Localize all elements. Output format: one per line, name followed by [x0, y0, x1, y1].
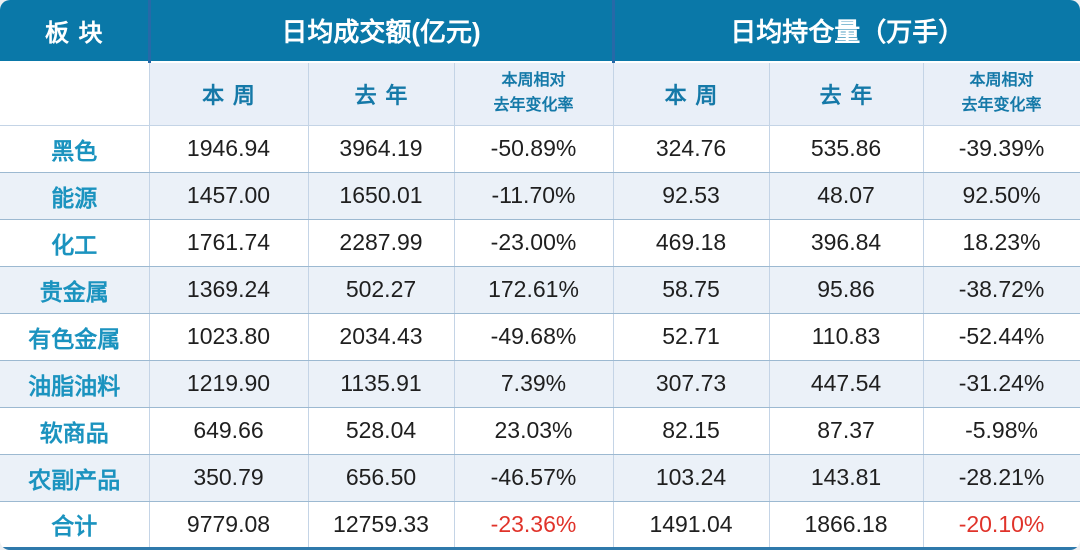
- turnover-week-cell: 1761.74: [148, 218, 309, 267]
- turnover-change-cell: -23.00%: [453, 218, 614, 267]
- turnover-lastyear-cell: 1135.91: [307, 359, 455, 408]
- oi-change-cell: -20.10%: [922, 500, 1080, 550]
- table-body: 黑色 1946.94 3964.19 -50.89% 324.76 535.86…: [0, 124, 1080, 550]
- oi-week-cell: 103.24: [612, 453, 770, 502]
- turnover-change-cell: -49.68%: [453, 312, 614, 361]
- turnover-change-cell: -11.70%: [453, 171, 614, 220]
- sector-label: 黑色: [0, 124, 150, 173]
- turnover-change-cell: 7.39%: [453, 359, 614, 408]
- sector-label: 能源: [0, 171, 150, 220]
- col-header-oi-week: 本周: [612, 62, 770, 126]
- turnover-change-cell: -23.36%: [453, 500, 614, 550]
- sector-label: 软商品: [0, 406, 150, 455]
- oi-change-cell: 92.50%: [922, 171, 1080, 220]
- turnover-lastyear-cell: 2287.99: [307, 218, 455, 267]
- table-row: 化工 1761.74 2287.99 -23.00% 469.18 396.84…: [0, 218, 1080, 267]
- group-header-open-interest: 日均持仓量（万手）: [611, 0, 1080, 63]
- turnover-change-cell: 23.03%: [453, 406, 614, 455]
- turnover-lastyear-cell: 528.04: [307, 406, 455, 455]
- turnover-change-cell: 172.61%: [453, 265, 614, 314]
- col-header-oi-lastyear: 去年: [768, 62, 924, 126]
- column-header-row: 本周 去年 本周相对 去年变化率 本周 去年 本周相对 去年变化率: [0, 62, 1080, 126]
- turnover-lastyear-cell: 502.27: [307, 265, 455, 314]
- oi-lastyear-cell: 87.37: [768, 406, 924, 455]
- oi-lastyear-cell: 48.07: [768, 171, 924, 220]
- sector-label: 农副产品: [0, 453, 150, 502]
- oi-change-cell: 18.23%: [922, 218, 1080, 267]
- sector-label: 合计: [0, 500, 150, 550]
- table-row: 贵金属 1369.24 502.27 172.61% 58.75 95.86 -…: [0, 265, 1080, 314]
- turnover-lastyear-cell: 656.50: [307, 453, 455, 502]
- corner-header-sector: 板块: [0, 0, 149, 63]
- oi-week-cell: 58.75: [612, 265, 770, 314]
- change-header-line1: 本周相对: [501, 71, 566, 89]
- turnover-week-cell: 350.79: [148, 453, 309, 502]
- oi-lastyear-cell: 1866.18: [768, 500, 924, 550]
- col-header-oi-change: 本周相对 去年变化率: [922, 62, 1080, 126]
- oi-change-cell: -38.72%: [922, 265, 1080, 314]
- turnover-week-cell: 1946.94: [148, 124, 309, 173]
- sector-label: 化工: [0, 218, 150, 267]
- oi-change-cell: -39.39%: [922, 124, 1080, 173]
- oi-week-cell: 469.18: [612, 218, 770, 267]
- turnover-week-cell: 1023.80: [148, 312, 309, 361]
- change-header-line1: 本周相对: [969, 71, 1034, 89]
- group-header-row: 板块 日均成交额(亿元) 日均持仓量（万手）: [0, 0, 1080, 63]
- col-header-turnover-change: 本周相对 去年变化率: [453, 62, 614, 126]
- table-row: 软商品 649.66 528.04 23.03% 82.15 87.37 -5.…: [0, 406, 1080, 455]
- table-row: 黑色 1946.94 3964.19 -50.89% 324.76 535.86…: [0, 124, 1080, 173]
- turnover-lastyear-cell: 3964.19: [307, 124, 455, 173]
- turnover-lastyear-cell: 2034.43: [307, 312, 455, 361]
- oi-change-cell: -28.21%: [922, 453, 1080, 502]
- turnover-change-cell: -46.57%: [453, 453, 614, 502]
- change-header-line2: 去年变化率: [961, 96, 1042, 114]
- oi-change-cell: -31.24%: [922, 359, 1080, 408]
- turnover-week-cell: 649.66: [148, 406, 309, 455]
- oi-lastyear-cell: 396.84: [768, 218, 924, 267]
- turnover-lastyear-cell: 1650.01: [307, 171, 455, 220]
- table-row: 油脂油料 1219.90 1135.91 7.39% 307.73 447.54…: [0, 359, 1080, 408]
- sector-label: 有色金属: [0, 312, 150, 361]
- oi-week-cell: 52.71: [612, 312, 770, 361]
- oi-lastyear-cell: 95.86: [768, 265, 924, 314]
- oi-week-cell: 307.73: [612, 359, 770, 408]
- table-row: 能源 1457.00 1650.01 -11.70% 92.53 48.07 9…: [0, 171, 1080, 220]
- table-row: 农副产品 350.79 656.50 -46.57% 103.24 143.81…: [0, 453, 1080, 502]
- group-header-turnover: 日均成交额(亿元): [147, 0, 614, 63]
- turnover-week-cell: 9779.08: [148, 500, 309, 550]
- col-header-turnover-lastyear: 去年: [307, 62, 455, 126]
- sector-label: 油脂油料: [0, 359, 150, 408]
- table-row: 合计 9779.08 12759.33 -23.36% 1491.04 1866…: [0, 500, 1080, 550]
- change-header-line2: 去年变化率: [493, 96, 574, 114]
- oi-week-cell: 82.15: [612, 406, 770, 455]
- col-header-turnover-week: 本周: [148, 62, 309, 126]
- turnover-week-cell: 1457.00: [148, 171, 309, 220]
- turnover-lastyear-cell: 12759.33: [307, 500, 455, 550]
- sector-label: 贵金属: [0, 265, 150, 314]
- turnover-week-cell: 1369.24: [148, 265, 309, 314]
- turnover-week-cell: 1219.90: [148, 359, 309, 408]
- oi-week-cell: 324.76: [612, 124, 770, 173]
- oi-change-cell: -52.44%: [922, 312, 1080, 361]
- oi-lastyear-cell: 110.83: [768, 312, 924, 361]
- oi-lastyear-cell: 535.86: [768, 124, 924, 173]
- turnover-change-cell: -50.89%: [453, 124, 614, 173]
- oi-change-cell: -5.98%: [922, 406, 1080, 455]
- corner-spacer-cell: [0, 62, 150, 126]
- oi-week-cell: 92.53: [612, 171, 770, 220]
- oi-lastyear-cell: 447.54: [768, 359, 924, 408]
- oi-lastyear-cell: 143.81: [768, 453, 924, 502]
- oi-week-cell: 1491.04: [612, 500, 770, 550]
- table-row: 有色金属 1023.80 2034.43 -49.68% 52.71 110.8…: [0, 312, 1080, 361]
